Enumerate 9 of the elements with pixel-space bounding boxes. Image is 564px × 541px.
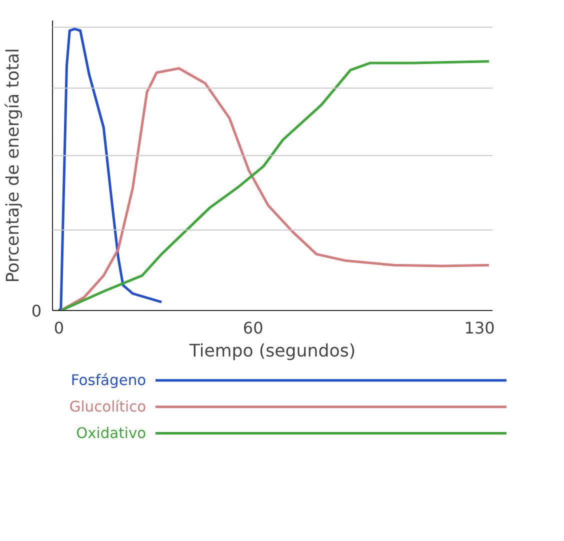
text: Fosfágeno [70, 372, 146, 389]
y-axis-title: Porcentaje de energía total [3, 48, 24, 283]
x-axis-title: Tiempo (segundos) [188, 342, 356, 362]
text: 0 [31, 302, 42, 320]
x-tick-label: 60 [242, 318, 264, 338]
x-tick-label: 0 [54, 318, 64, 338]
text: Glucolítico [69, 398, 146, 416]
text: Oxidativo [76, 424, 146, 442]
x-tick-label: 130 [464, 318, 495, 338]
